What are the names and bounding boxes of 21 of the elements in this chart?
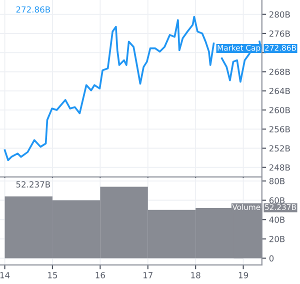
y-tick-label: 0 xyxy=(269,255,274,262)
y-tick-label: 80B xyxy=(269,178,285,184)
annotation: 52.237B xyxy=(16,181,50,188)
y-tick-label: 280B xyxy=(269,11,290,18)
y-tick-label: 268B xyxy=(269,68,290,76)
annotation: 272.86B xyxy=(16,6,50,13)
y-tick-label: 256B xyxy=(269,126,290,132)
y-tick-label: 260B xyxy=(269,106,290,114)
x-tick-label: 15 xyxy=(48,272,58,278)
y-tick-label: 40B xyxy=(269,216,285,223)
y-tick-label: 60B xyxy=(269,197,285,204)
x-tick-label: 14 xyxy=(0,272,10,278)
y-tick-label: 252B xyxy=(269,145,290,152)
x-tick-label: 16 xyxy=(96,272,105,278)
y-tick-label: 248B xyxy=(269,164,290,171)
x-tick-label: 18 xyxy=(191,272,200,278)
y-tick-label: 276B xyxy=(269,30,290,37)
x-tick-label: 17 xyxy=(144,272,152,278)
x-tick-label: 19 xyxy=(238,272,248,278)
y-tick-label: 264B xyxy=(269,88,290,94)
y-tick-label: 20B xyxy=(269,236,285,242)
